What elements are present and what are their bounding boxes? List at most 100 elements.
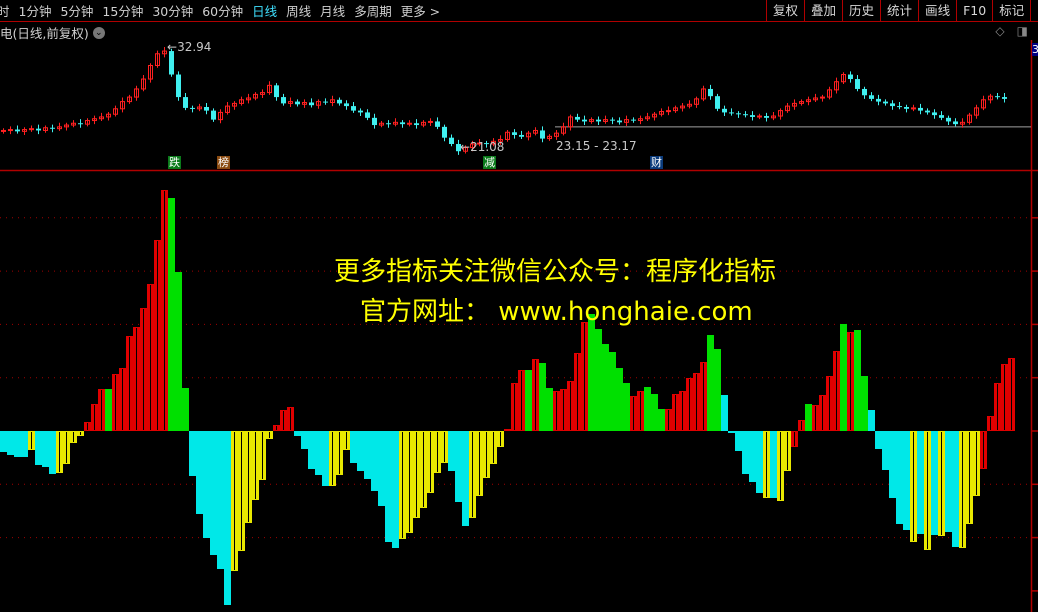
histogram-bar (595, 329, 602, 431)
candle (519, 134, 524, 137)
candle (260, 92, 265, 95)
histogram-bar (504, 429, 511, 431)
candle (498, 138, 503, 142)
candle (687, 103, 692, 107)
histogram-bar (308, 431, 315, 469)
histogram-bar (889, 431, 896, 498)
candle (428, 120, 433, 123)
histogram-bar (210, 431, 217, 555)
period-tab[interactable]: 30分钟 (152, 4, 194, 19)
histogram-bar (861, 376, 868, 431)
histogram-bar (7, 431, 14, 455)
histogram-bar (525, 370, 532, 431)
candle (449, 137, 454, 144)
candle (694, 98, 699, 105)
histogram-bar (315, 431, 322, 475)
histogram-bar (854, 330, 861, 431)
histogram-bar (357, 431, 364, 471)
histogram-bar (378, 431, 385, 506)
candle (36, 128, 41, 131)
histogram-bar (546, 388, 553, 431)
histogram-bar (539, 363, 546, 431)
histogram-bar (651, 394, 658, 431)
candle (841, 74, 846, 83)
period-tab[interactable]: 月线 (320, 4, 346, 19)
candle (652, 113, 657, 118)
event-badge-cai[interactable]: 财 (650, 156, 663, 169)
candle (358, 110, 363, 113)
period-tab[interactable]: 时 (0, 4, 10, 19)
candle (1, 129, 6, 132)
period-tab[interactable]: 5分钟 (60, 4, 94, 19)
candle (645, 116, 650, 120)
high-price-label: ←32.94 (167, 40, 212, 54)
candle (71, 122, 76, 126)
chevron-down-icon[interactable]: ⌄ (92, 26, 105, 39)
range-label: 23.15 - 23.17 (556, 139, 637, 153)
event-badge-bang[interactable]: 榜 (217, 156, 230, 169)
candle (974, 107, 979, 116)
histogram-bar (189, 431, 196, 476)
histogram-bar (217, 431, 224, 569)
candle (673, 107, 678, 112)
candle (176, 74, 181, 98)
histogram-bar (728, 431, 735, 433)
candle (967, 114, 972, 123)
histogram-bar (385, 431, 392, 542)
toolbar-button[interactable]: F10 (956, 0, 992, 21)
event-badge-die[interactable]: 跌 (168, 156, 181, 169)
candle (813, 97, 818, 101)
period-tab[interactable]: 日线 (252, 4, 278, 19)
toolbar-button[interactable]: 历史 (842, 0, 880, 21)
period-tab[interactable]: 多周期 (354, 4, 392, 19)
toolbar-button[interactable]: 画线 (918, 0, 956, 21)
candle (470, 143, 475, 149)
toolbar-button[interactable]: 叠加 (804, 0, 842, 21)
histogram-bar (742, 431, 749, 474)
candle (190, 107, 195, 109)
candle (596, 119, 601, 122)
candle (197, 106, 202, 110)
period-tab[interactable]: 1分钟 (18, 4, 52, 19)
candle (575, 116, 580, 120)
candle (225, 105, 230, 113)
period-tab[interactable]: 60分钟 (202, 4, 244, 19)
histogram-bar (945, 431, 952, 532)
toolbar-button[interactable]: 统计 (880, 0, 918, 21)
candle (680, 105, 685, 109)
candle (757, 115, 762, 118)
histogram-bar (0, 431, 7, 452)
candle (386, 123, 391, 125)
candle (778, 110, 783, 117)
period-tab[interactable]: 更多 > (400, 4, 441, 19)
period-tab[interactable]: 15分钟 (102, 4, 144, 19)
histogram-bar (749, 431, 756, 482)
histogram-bar (49, 431, 56, 474)
candle (127, 96, 132, 103)
histogram-bar (175, 272, 182, 431)
toolbar-button[interactable]: 复权 (766, 0, 804, 21)
candle (750, 115, 755, 117)
candle (302, 101, 307, 105)
candle (526, 132, 531, 138)
candle (904, 107, 909, 109)
panel-icons: ◇ ◨ (995, 24, 1028, 38)
event-badge-jian[interactable]: 减 (483, 156, 496, 169)
candle (736, 113, 741, 115)
candle (568, 116, 573, 128)
toolbar-button[interactable]: 标记 (992, 0, 1030, 21)
histogram-bar (805, 404, 812, 431)
candle (274, 85, 279, 98)
histogram-bar (14, 431, 21, 457)
candle (141, 78, 146, 90)
candle (925, 110, 930, 113)
candle (442, 126, 447, 138)
candle (169, 51, 174, 75)
panel-toggle-icon[interactable]: ◨ (1016, 24, 1028, 38)
candle (743, 114, 748, 116)
candle (834, 81, 839, 91)
period-tab[interactable]: 周线 (286, 4, 312, 19)
diamond-icon[interactable]: ◇ (995, 24, 1005, 38)
histogram-bar (322, 431, 329, 486)
